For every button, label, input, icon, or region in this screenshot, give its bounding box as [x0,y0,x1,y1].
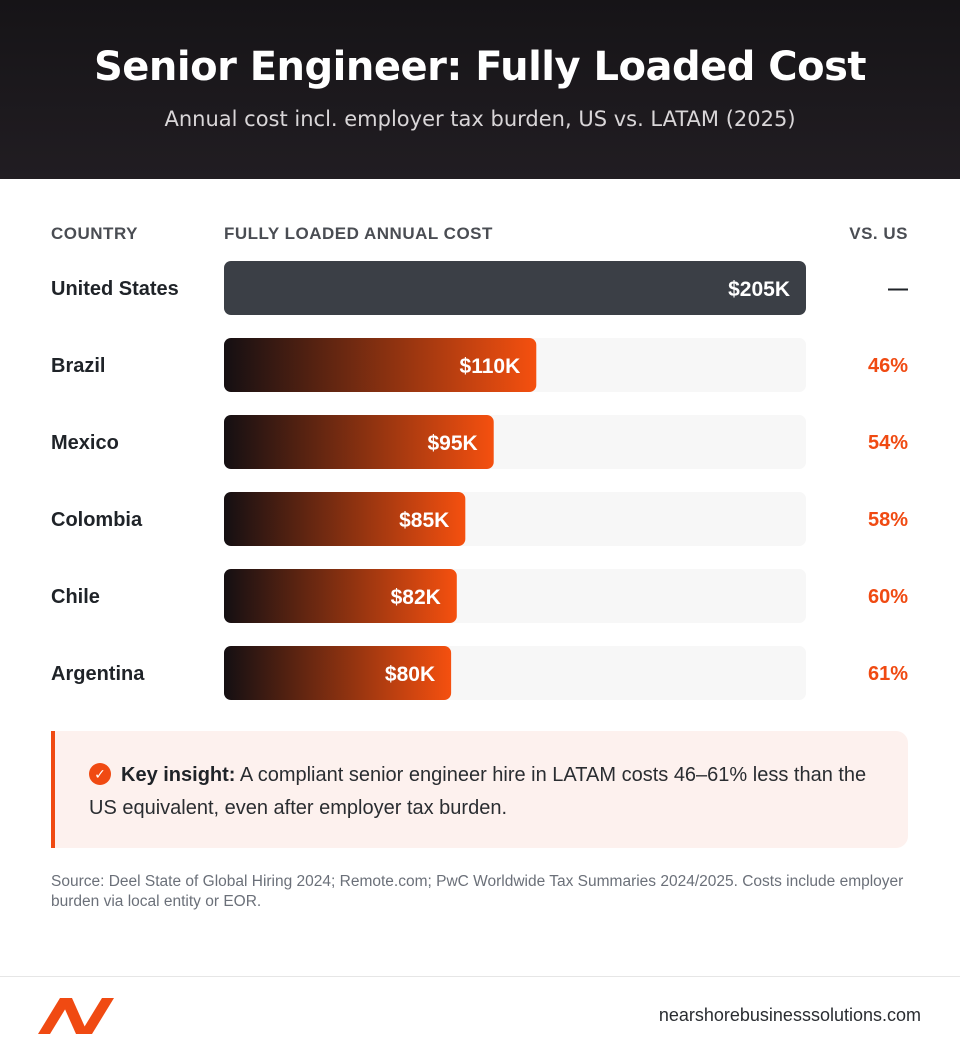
bar-united-states [224,261,806,315]
vs-us-label-united-states: — [888,278,908,300]
bar-brazil [224,338,537,392]
key-insight-text: ✓ Key insight: A compliant senior enginee… [89,759,879,825]
column-header-country: COUNTRY [51,224,138,243]
vs-us-label-mexico: 54% [868,432,908,454]
check-circle-icon: ✓ [89,763,111,785]
bar-mexico [224,415,494,469]
column-header-cost: FULLY LOADED ANNUAL COST [224,224,493,243]
bar-argentina [224,646,452,700]
bar-colombia [224,492,466,546]
country-label-argentina: Argentina [51,663,145,685]
vs-us-label-argentina: 61% [868,663,908,685]
vs-us-label-brazil: 46% [868,355,908,377]
country-label-united-states: United States [51,278,179,300]
bar-value-label-united-states: $205K [728,278,790,301]
page-title: Senior Engineer: Fully Loaded Cost [93,44,867,90]
footer-divider [0,976,960,977]
country-label-mexico: Mexico [51,432,119,454]
key-insight-lead: Key insight: [121,764,236,786]
bar-value-label-mexico: $95K [428,432,478,455]
key-insight-body: A compliant senior engineer hire in LATA… [89,764,867,819]
country-label-brazil: Brazil [51,355,105,377]
country-label-colombia: Colombia [51,509,143,531]
header-banner: Senior Engineer: Fully Loaded Cost Annua… [0,0,960,179]
source-note: Source: Deel State of Global Hiring 2024… [51,873,904,910]
footer-website[interactable]: nearshorebusinesssolutions.com [658,1005,921,1025]
vs-us-label-chile: 60% [868,586,908,608]
bar-value-label-argentina: $80K [385,663,435,686]
country-label-chile: Chile [51,586,100,608]
bar-value-label-brazil: $110K [460,355,521,378]
page-subtitle: Annual cost incl. employer tax burden, U… [164,107,796,131]
nbs-logo [38,998,114,1034]
column-header-vs-us: VS. US [849,224,908,243]
bar-chile [224,569,457,623]
key-insight-box: ✓ Key insight: A compliant senior enginee… [51,731,908,848]
bar-value-label-colombia: $85K [399,509,449,532]
vs-us-label-colombia: 58% [868,509,908,531]
bar-value-label-chile: $82K [391,586,441,609]
cost-bar-chart: United States $205K — Brazil $110K 46% Mexico $… [51,261,908,700]
